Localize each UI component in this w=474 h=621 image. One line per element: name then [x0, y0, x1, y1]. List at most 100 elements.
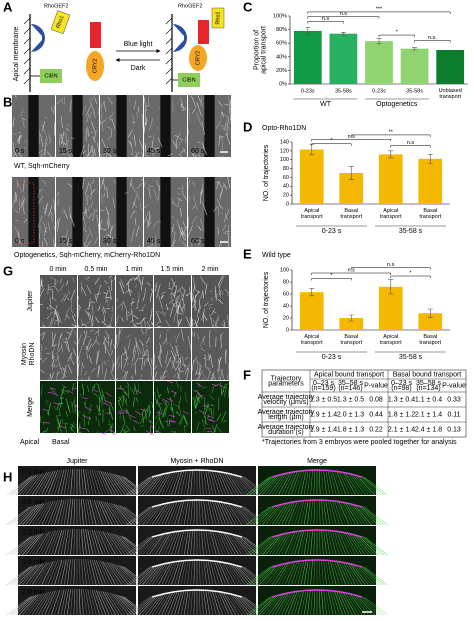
micrograph [39, 275, 77, 328]
streak [183, 414, 189, 426]
streak [138, 504, 159, 526]
streak [63, 141, 67, 146]
streak [262, 593, 281, 616]
streak [154, 413, 160, 420]
streak [170, 529, 181, 556]
streak [361, 536, 385, 556]
streak [169, 358, 172, 362]
streak [102, 531, 116, 556]
streak [212, 311, 216, 313]
streak [50, 106, 56, 115]
streak [177, 357, 180, 371]
streak [87, 529, 94, 556]
streak [222, 501, 236, 526]
streak [189, 317, 192, 328]
streak [190, 589, 194, 616]
streak [313, 589, 316, 616]
streak [148, 246, 151, 248]
streak [47, 151, 52, 158]
streak [59, 334, 63, 340]
streak [278, 501, 292, 526]
streak [219, 136, 225, 139]
streak [37, 215, 43, 228]
streak [132, 535, 155, 556]
streak [177, 499, 185, 526]
streak [344, 501, 360, 526]
streak [98, 413, 101, 416]
streak [15, 192, 18, 202]
streak [211, 384, 215, 394]
streak [329, 469, 337, 496]
streak [194, 396, 197, 407]
streak [198, 499, 201, 526]
streak [191, 216, 198, 225]
streak [93, 148, 96, 156]
streak [220, 205, 224, 210]
streak [184, 391, 188, 402]
streak [205, 529, 211, 556]
table-cell: Basal bound transport [393, 371, 462, 378]
streak [88, 298, 91, 310]
streak [196, 333, 200, 340]
streak [83, 217, 86, 229]
streak [104, 471, 120, 496]
micrograph-bg [138, 466, 256, 495]
streak [104, 342, 107, 350]
streak [44, 203, 48, 214]
streak [102, 561, 116, 586]
streak [111, 503, 129, 526]
streak [161, 375, 167, 381]
streak [42, 409, 49, 412]
x-tick-label: Apical transport [301, 334, 323, 346]
streak [80, 373, 82, 376]
streak [140, 276, 144, 291]
streak [100, 590, 113, 616]
streak [99, 112, 103, 125]
streak [106, 532, 123, 556]
streak [142, 533, 161, 556]
streak [83, 559, 87, 586]
streak [233, 593, 252, 616]
streak [70, 469, 74, 496]
x-tick-label: Basal transport [340, 208, 362, 220]
streak [57, 469, 65, 496]
streak [233, 473, 252, 496]
streak [118, 396, 123, 402]
streak [185, 367, 189, 371]
streak [64, 313, 69, 321]
streak [120, 279, 125, 288]
streak [198, 589, 201, 616]
streak [329, 529, 337, 556]
streak [357, 534, 379, 556]
significance-label: *** [376, 6, 383, 12]
streak [48, 134, 51, 142]
streak [127, 129, 133, 138]
streak [228, 107, 232, 122]
streak [220, 500, 233, 526]
red-tag [198, 20, 209, 44]
streak [320, 499, 324, 526]
streak [235, 594, 256, 616]
streak [190, 469, 194, 496]
streak [122, 415, 125, 423]
streak [67, 529, 71, 556]
streak [346, 472, 363, 496]
streak [57, 529, 65, 556]
error-bar [427, 308, 433, 318]
streak [361, 596, 385, 616]
streak [50, 559, 61, 586]
streak [44, 470, 56, 496]
streak [38, 531, 52, 556]
streak [80, 499, 84, 526]
streak [353, 503, 372, 526]
streak [20, 108, 24, 117]
streak [39, 288, 42, 293]
streak [348, 532, 366, 556]
streak [228, 562, 246, 586]
streak [175, 345, 180, 357]
streak [223, 383, 228, 397]
streak [225, 231, 230, 233]
streak [182, 410, 189, 415]
streak [16, 134, 21, 143]
streak [195, 394, 201, 402]
